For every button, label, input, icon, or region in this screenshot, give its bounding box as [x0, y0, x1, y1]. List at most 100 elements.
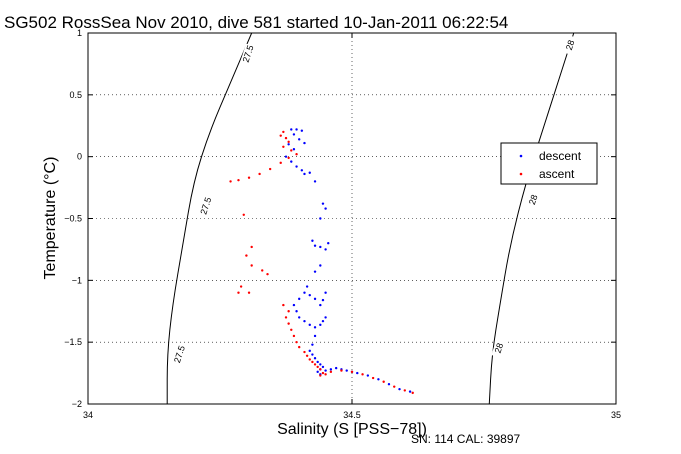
- ascent-point: [268, 167, 272, 171]
- descent-point: [308, 171, 311, 174]
- ascent-point: [319, 374, 322, 377]
- x-tick-label: 34: [83, 410, 93, 420]
- y-axis-label: Temperature (°C): [42, 157, 59, 280]
- ascent-point: [258, 172, 261, 176]
- density-contour-line: [488, 32, 575, 405]
- ascent-point: [324, 373, 327, 376]
- contour-label-bg: [525, 189, 540, 210]
- ascent-point: [298, 345, 301, 349]
- axis-ticks: 34 34.5 35 1 0.5 0 −0.5 −1 −1.5 −2: [64, 28, 621, 420]
- contour-label-bg: [240, 43, 255, 64]
- descent-point: [298, 297, 301, 301]
- descent-point: [311, 239, 314, 242]
- density-contour-line: [166, 32, 253, 404]
- ascent-point: [245, 254, 248, 257]
- descent-point: [319, 363, 322, 366]
- descent-point: [308, 323, 311, 327]
- descent-point: [295, 310, 298, 313]
- descent-point: [313, 244, 317, 247]
- contour-label-bg: [562, 34, 577, 55]
- ascent-point: [237, 178, 240, 182]
- contour-label-bg: [491, 337, 506, 358]
- contour-label-bg: [171, 344, 187, 365]
- legend-ascent-label: ascent: [539, 167, 575, 181]
- descent-point: [284, 155, 288, 158]
- descent-point: [305, 285, 309, 288]
- descent-point: [313, 326, 317, 329]
- ascent-point: [247, 291, 251, 294]
- descent-point: [334, 366, 338, 370]
- ascent-point: [303, 350, 306, 354]
- descent-point: [324, 369, 327, 372]
- descent-point: [313, 270, 317, 273]
- legend-ascent-marker: [519, 172, 523, 176]
- y-tick-label: 1: [77, 28, 82, 38]
- ascent-point: [229, 180, 232, 183]
- descent-point: [319, 303, 322, 307]
- ascent-point: [282, 303, 285, 307]
- descent-point: [313, 357, 317, 360]
- legend-descent-label: descent: [539, 149, 582, 163]
- descent-point: [308, 349, 311, 353]
- ascent-point: [382, 380, 385, 383]
- ascent-point: [321, 371, 325, 375]
- density-contour-label: 28: [491, 337, 506, 358]
- contour-label-text: 28: [527, 193, 540, 206]
- x-tick-label: 34.5: [343, 410, 361, 420]
- contour-label-text: 28: [564, 39, 577, 52]
- ascent-point: [287, 140, 290, 144]
- descent-point: [311, 343, 314, 346]
- descent-point: [311, 353, 314, 356]
- descent-point: [292, 303, 296, 307]
- ascent-point: [403, 389, 406, 392]
- descent-point: [319, 264, 322, 267]
- ascent-point: [329, 370, 333, 374]
- descent-point: [308, 293, 311, 297]
- ascent-point: [282, 130, 285, 134]
- descent-point: [292, 148, 296, 151]
- ascent-point: [247, 176, 251, 179]
- data-points: [229, 128, 414, 395]
- ascent-point: [282, 145, 285, 148]
- legend-box: [500, 142, 598, 185]
- ascent-point: [284, 316, 288, 319]
- y-tick-label: −1.5: [64, 337, 82, 347]
- ascent-point: [316, 365, 319, 369]
- descent-point: [327, 242, 330, 245]
- descent-point: [324, 316, 327, 319]
- descent-point: [321, 365, 325, 369]
- y-tick-label: 0.5: [69, 90, 82, 100]
- descent-point: [303, 319, 306, 323]
- chart-title: SG502 RossSea Nov 2010, dive 581 started…: [4, 13, 508, 32]
- descent-point: [324, 248, 327, 251]
- y-tick-label: −1: [72, 275, 82, 285]
- ascent-point: [290, 149, 293, 152]
- density-contour-label: 28: [562, 34, 577, 55]
- ascent-point: [319, 368, 322, 371]
- footer-sn-cal: SN: 114 CAL: 39897: [411, 432, 521, 446]
- descent-point: [290, 128, 293, 131]
- descent-point: [316, 370, 319, 374]
- descent-point: [319, 245, 322, 249]
- ascent-point: [237, 291, 240, 294]
- ascent-point: [308, 358, 311, 361]
- ascent-point: [239, 285, 243, 288]
- descent-point: [321, 202, 325, 205]
- ascent-point: [393, 385, 396, 388]
- ascent-point: [350, 370, 354, 374]
- ascent-point: [287, 310, 290, 313]
- descent-point: [313, 334, 317, 338]
- descent-point: [329, 368, 333, 371]
- ascent-point: [261, 269, 264, 272]
- descent-point: [408, 390, 412, 393]
- descent-point: [300, 169, 304, 172]
- ascent-point: [371, 376, 375, 380]
- descent-point: [313, 297, 317, 301]
- ascent-point: [305, 354, 309, 357]
- y-tick-label: −0.5: [64, 214, 82, 224]
- legend: descent ascent: [500, 142, 598, 185]
- ascent-point: [411, 391, 414, 395]
- ascent-point: [361, 373, 364, 376]
